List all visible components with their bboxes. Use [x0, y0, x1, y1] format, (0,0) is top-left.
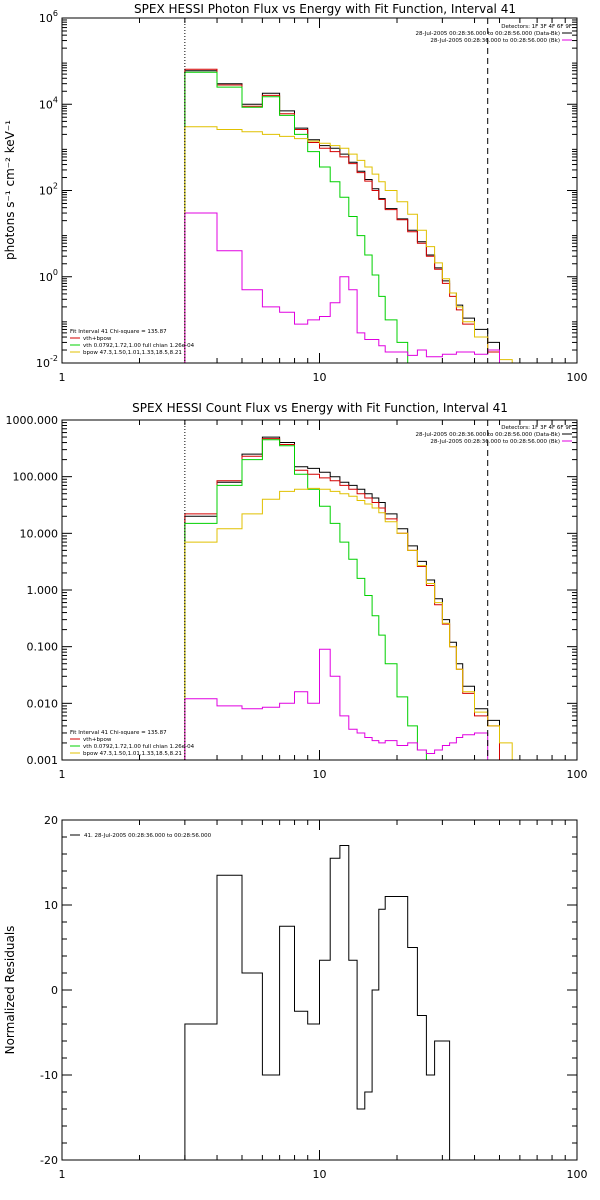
count-flux-y-tick-label: 10.000: [20, 527, 59, 540]
count-flux-x-tick-label: 1: [59, 768, 66, 781]
count-flux-y-tick-label: 1.000: [27, 584, 59, 597]
count-flux-legend-detectors: Detectors: 1F 3F 4F 6F 9F: [501, 425, 572, 431]
residuals-plot-frame: [61, 819, 578, 1161]
residuals-x-ticks: 1 10 100: [59, 820, 588, 1181]
photon-flux-legend-bpow: bpow 47.3,1.50,1.01,1.33,18.5,8.21: [83, 350, 182, 356]
count-flux-y-tick-label: 1000.000: [6, 414, 59, 427]
photon-flux-bpow-series: [184, 126, 526, 364]
photon-flux-legend-detectors: Detectors: 1F 3F 4F 6F 9F: [501, 24, 572, 30]
residuals-x-tick-label: 100: [567, 1168, 588, 1181]
count-flux-legend-total: vth+bpow: [83, 737, 112, 743]
photon-flux-legend-bk: 28-Jul-2005 00:28:36.000 to 00:28:56.000…: [430, 38, 560, 44]
count-flux-legend-bpow: bpow 47.3,1.50,1.01,1.33,18.5,8.21: [83, 751, 182, 757]
count-flux-bpow-series: [184, 487, 526, 761]
count-flux-y-tick-label: 0.010: [27, 697, 59, 710]
residuals-legend: 41. 28-Jul-2005 00:28:36.000 to 00:28:56…: [70, 833, 212, 839]
count-flux-y-tick-label: 0.100: [27, 641, 59, 654]
residuals-y-tick-label: 10: [44, 899, 58, 912]
count-flux-panel: SPEX HESSI Count Flux vs Energy with Fit…: [6, 401, 588, 781]
residuals-y-tick-label: 0: [51, 984, 58, 997]
count-flux-plot-frame: [61, 419, 578, 761]
residuals-y-axis-label: Normalized Residuals: [3, 926, 17, 1055]
count-flux-x-tick-label: 10: [313, 768, 327, 781]
count-flux-x-ticks: 1 10 100: [59, 420, 588, 781]
photon-flux-x-tick-label: 1: [59, 371, 66, 384]
photon-flux-legend-total: vth+bpow: [83, 336, 112, 342]
residuals-legend-label: 41. 28-Jul-2005 00:28:36.000 to 00:28:56…: [84, 833, 212, 839]
residuals-y-tick-label: -20: [40, 1154, 58, 1167]
count-flux-bk-series: [184, 648, 489, 760]
photon-flux-data-series: [184, 70, 500, 363]
photon-flux-range-markers: [184, 18, 489, 363]
count-flux-total-series: [184, 438, 500, 760]
photon-flux-legend-data-bk: 28-Jul-2005 00:28:36.000 to 00:28:56.000…: [416, 31, 561, 37]
count-flux-legend-data-bk: 28-Jul-2005 00:28:36.000 to 00:28:56.000…: [416, 432, 561, 438]
photon-flux-y-axis-label: photons s⁻¹ cm⁻² keV⁻¹: [3, 120, 17, 260]
photon-flux-legend-vth: vth 0.0792,1.72,1.00 full chian 1.26e-04: [83, 343, 195, 349]
count-flux-y-tick-label: 100.000: [13, 471, 59, 484]
photon-flux-y-tick-label: 102: [39, 182, 58, 198]
photon-flux-y-ticks: 106 104 102 100 10-2: [36, 9, 577, 370]
count-flux-series: [184, 436, 526, 761]
count-flux-x-tick-label: 100: [567, 768, 588, 781]
count-flux-title: SPEX HESSI Count Flux vs Energy with Fit…: [132, 401, 508, 415]
photon-flux-vth-series: [184, 71, 418, 364]
count-flux-y-tick-label: 0.001: [27, 754, 59, 767]
photon-flux-x-tick-label: 10: [313, 371, 327, 384]
count-flux-range-markers: [184, 420, 489, 760]
photon-flux-title: SPEX HESSI Photon Flux vs Energy with Fi…: [134, 2, 516, 16]
photon-flux-x-tick-label: 100: [567, 371, 588, 384]
count-flux-legend-fit: Fit Interval 41 Chi-square = 135.87: [70, 730, 167, 736]
photon-flux-legend-fit: Fit Interval 41 Chi-square = 135.87: [70, 329, 167, 335]
count-flux-legend-bottom: Fit Interval 41 Chi-square = 135.87 vth+…: [70, 730, 195, 757]
photon-flux-total-series: [184, 68, 500, 363]
count-flux-y-ticks: 1000.000 100.000 10.000 1.000 0.100 0.010 0.00…: [6, 414, 577, 767]
photon-flux-y-tick-label: 10-2: [36, 354, 58, 370]
residuals-x-tick-label: 10: [313, 1168, 327, 1181]
photon-flux-x-ticks: 1 10 100: [59, 18, 588, 384]
residuals-y-ticks: 20 10 0 -10 -20: [40, 814, 577, 1167]
photon-flux-y-tick-label: 104: [39, 95, 58, 111]
photon-flux-series: [184, 68, 526, 364]
photon-flux-plot-frame: [61, 17, 578, 364]
residuals-data-series: [184, 845, 451, 1160]
photon-flux-legend-top: Detectors: 1F 3F 4F 6F 9F 28-Jul-2005 00…: [416, 24, 572, 44]
residuals-series: [184, 845, 451, 1160]
photon-flux-y-tick-label: 106: [39, 9, 58, 25]
count-flux-vth-series: [184, 439, 427, 760]
photon-flux-bk-series: [184, 212, 500, 363]
residuals-y-tick-label: 20: [44, 814, 58, 827]
residuals-x-tick-label: 1: [59, 1168, 66, 1181]
photon-flux-legend-bottom: Fit Interval 41 Chi-square = 135.87 vth+…: [70, 329, 195, 356]
count-flux-legend-top: Detectors: 1F 3F 4F 6F 9F 28-Jul-2005 00…: [416, 425, 572, 445]
photon-flux-panel: SPEX HESSI Photon Flux vs Energy with Fi…: [3, 2, 588, 384]
photon-flux-y-tick-label: 100: [39, 268, 58, 284]
count-flux-legend-vth: vth 0.0792,1.72,1.00 full chian 1.26e-04: [83, 744, 195, 750]
count-flux-legend-bk: 28-Jul-2005 00:28:36.000 to 00:28:56.000…: [430, 439, 560, 445]
count-flux-data-series: [184, 436, 500, 760]
residuals-y-tick-label: -10: [40, 1069, 58, 1082]
